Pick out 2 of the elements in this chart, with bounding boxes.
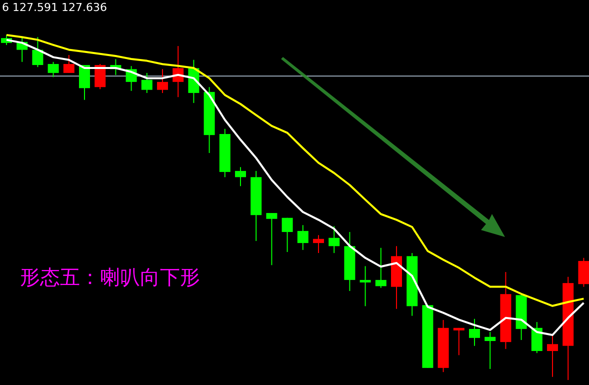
annotation: 形态五：喇叭向下形 xyxy=(20,267,200,289)
text: 6 127.591 127.636 xyxy=(2,1,107,14)
